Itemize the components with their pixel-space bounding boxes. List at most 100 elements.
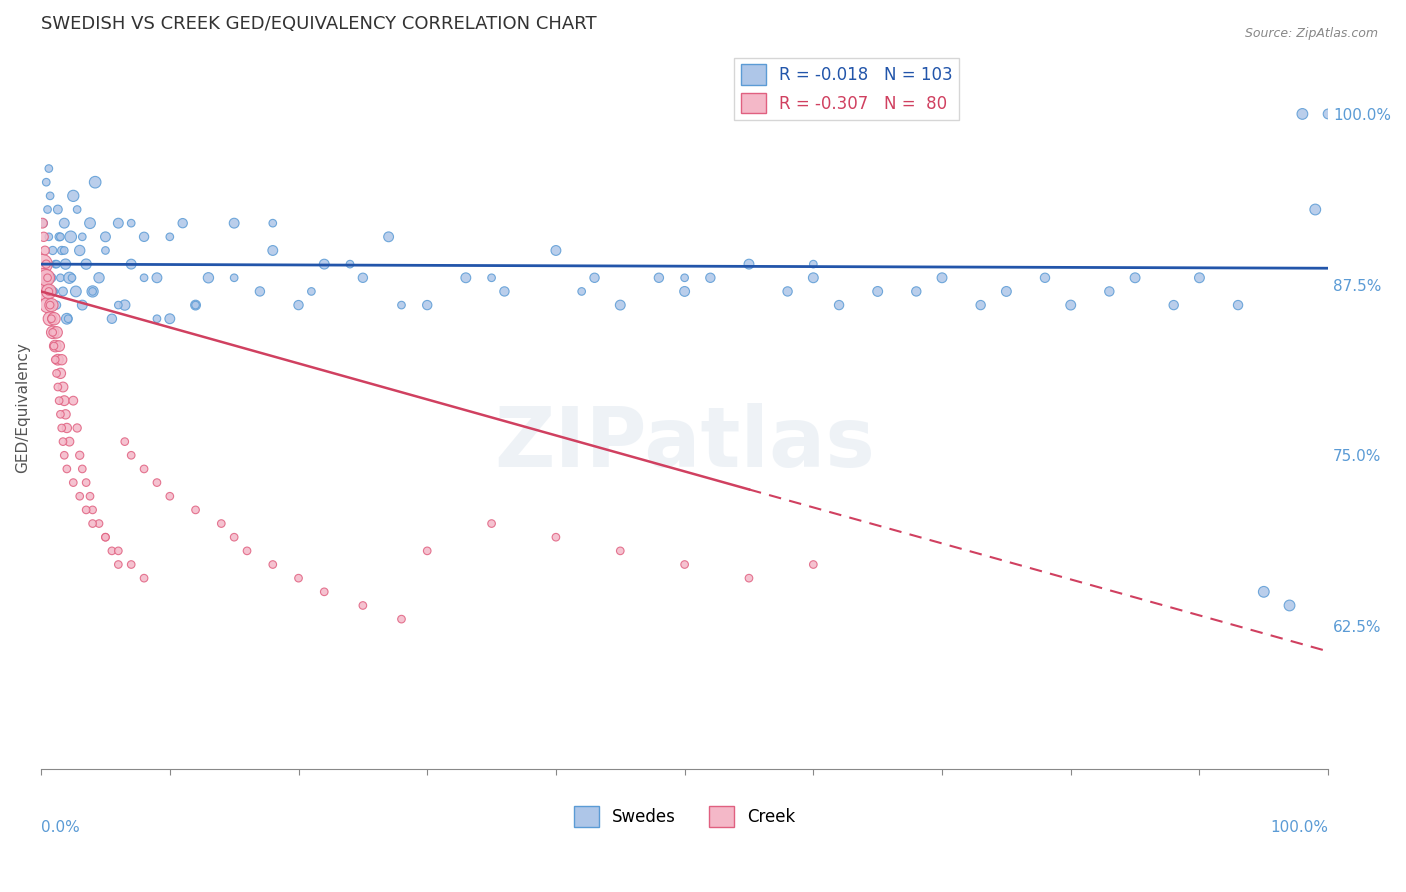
Point	[159, 489, 181, 503]
Point	[82, 285, 104, 299]
Point	[41, 244, 63, 258]
Point	[262, 244, 284, 258]
Point	[52, 285, 75, 299]
Point	[62, 189, 84, 203]
Point	[48, 229, 70, 244]
Text: 0.0%: 0.0%	[41, 820, 80, 835]
Point	[314, 257, 336, 271]
Point	[172, 216, 194, 230]
Point	[82, 285, 104, 299]
Point	[609, 544, 631, 558]
Point	[377, 229, 399, 244]
Point	[37, 298, 59, 312]
Point	[56, 421, 79, 435]
Point	[262, 558, 284, 572]
Point	[314, 584, 336, 599]
Point	[236, 544, 259, 558]
Point	[60, 270, 83, 285]
Point	[45, 298, 67, 312]
Point	[1317, 107, 1340, 121]
Point	[101, 544, 124, 558]
Point	[107, 298, 129, 312]
Point	[38, 161, 60, 176]
Point	[45, 367, 67, 381]
Point	[107, 216, 129, 230]
Point	[120, 558, 142, 572]
Point	[287, 571, 309, 585]
Point	[34, 270, 56, 285]
Point	[39, 298, 62, 312]
Point	[82, 503, 104, 517]
Point	[1303, 202, 1326, 217]
Point	[51, 352, 73, 367]
Point	[262, 216, 284, 230]
Point	[46, 352, 69, 367]
Point	[72, 462, 94, 476]
Point	[41, 285, 63, 299]
Point	[42, 311, 65, 326]
Point	[454, 270, 477, 285]
Point	[159, 229, 181, 244]
Point	[87, 270, 110, 285]
Point	[52, 434, 75, 449]
Point	[648, 270, 671, 285]
Point	[995, 285, 1018, 299]
Point	[45, 326, 67, 340]
Point	[249, 285, 271, 299]
Point	[41, 311, 63, 326]
Point	[41, 270, 63, 285]
Point	[114, 434, 136, 449]
Point	[75, 475, 97, 490]
Point	[79, 216, 101, 230]
Point	[146, 270, 169, 285]
Point	[66, 202, 89, 217]
Point	[866, 285, 889, 299]
Point	[38, 229, 60, 244]
Y-axis label: GED/Equivalency: GED/Equivalency	[15, 342, 30, 473]
Point	[1163, 298, 1185, 312]
Point	[94, 229, 117, 244]
Point	[801, 270, 824, 285]
Point	[673, 558, 696, 572]
Point	[120, 216, 142, 230]
Point	[544, 244, 567, 258]
Point	[352, 599, 374, 613]
Point	[931, 270, 953, 285]
Point	[56, 311, 79, 326]
Point	[146, 311, 169, 326]
Point	[828, 298, 851, 312]
Point	[35, 257, 58, 271]
Point	[107, 558, 129, 572]
Point	[481, 516, 503, 531]
Point	[776, 285, 799, 299]
Point	[45, 257, 67, 271]
Point	[146, 475, 169, 490]
Point	[197, 270, 219, 285]
Point	[905, 285, 928, 299]
Point	[55, 407, 77, 421]
Point	[184, 503, 207, 517]
Text: SWEDISH VS CREEK GED/EQUIVALENCY CORRELATION CHART: SWEDISH VS CREEK GED/EQUIVALENCY CORRELA…	[41, 15, 596, 33]
Point	[1253, 584, 1275, 599]
Point	[571, 285, 593, 299]
Point	[39, 189, 62, 203]
Point	[32, 270, 55, 285]
Point	[53, 216, 76, 230]
Point	[969, 298, 991, 312]
Point	[53, 448, 76, 462]
Point	[44, 352, 66, 367]
Point	[352, 270, 374, 285]
Point	[339, 257, 361, 271]
Point	[416, 298, 439, 312]
Point	[69, 244, 91, 258]
Point	[48, 339, 70, 353]
Point	[391, 298, 413, 312]
Point	[31, 257, 53, 271]
Point	[1188, 270, 1211, 285]
Point	[51, 421, 73, 435]
Point	[72, 298, 94, 312]
Point	[1060, 298, 1083, 312]
Point	[87, 516, 110, 531]
Point	[49, 367, 72, 381]
Point	[69, 489, 91, 503]
